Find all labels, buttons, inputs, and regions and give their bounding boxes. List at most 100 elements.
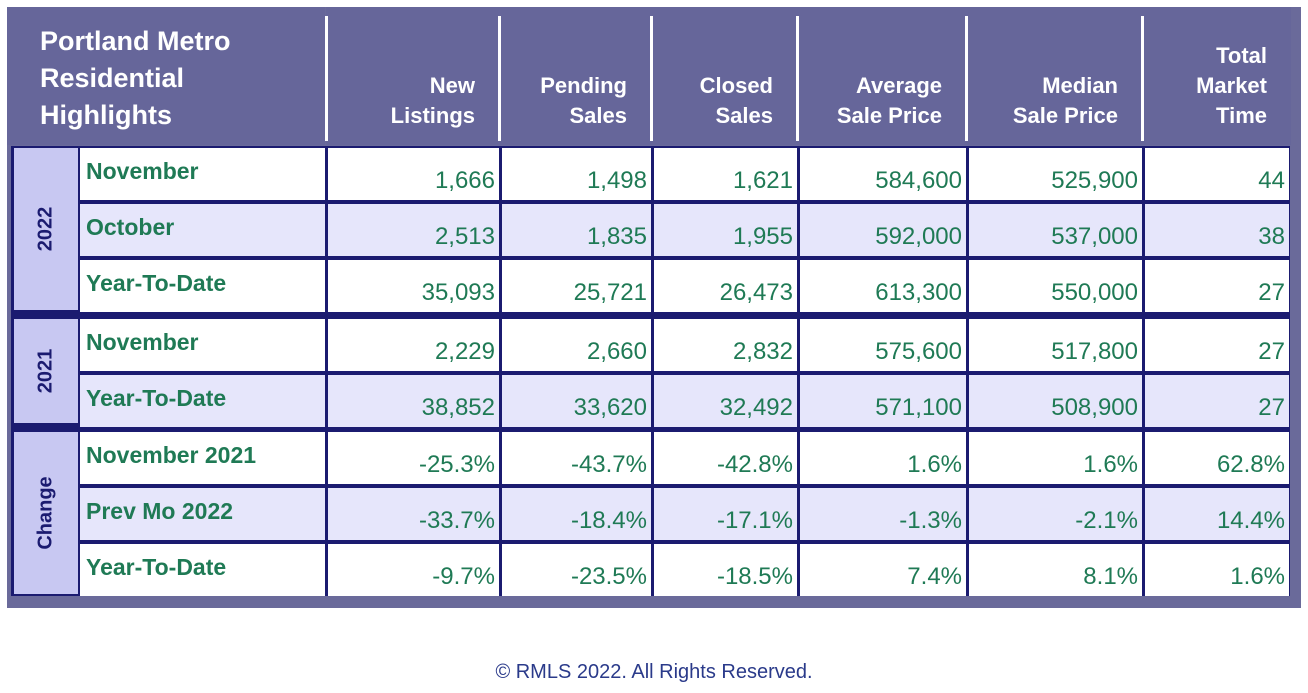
cell-value: -23.5% (570, 563, 647, 590)
cell-median-sale-price (969, 375, 1142, 427)
cell-median-sale-price (969, 319, 1142, 371)
row-label: November (86, 158, 199, 184)
cell-value: 7.4% (907, 563, 962, 590)
cell-value: 550,000 (1051, 279, 1138, 306)
cell-average-sale-price (800, 544, 966, 596)
cell-new-listings (328, 375, 499, 427)
cell-value: 517,800 (1051, 338, 1138, 365)
cell-value: 25,721 (573, 279, 647, 306)
header-divider (796, 16, 799, 141)
cell-closed-sales (654, 432, 797, 484)
group-label: 2022 (34, 206, 57, 252)
cell-pending-sales (502, 375, 651, 427)
header-divider (1141, 16, 1144, 141)
cell-value: 525,900 (1051, 167, 1138, 194)
cell-closed-sales (654, 488, 797, 540)
group-label-cell: 2022 (14, 148, 78, 310)
cell-value: -18.4% (570, 507, 647, 534)
cell-value: 35,093 (421, 279, 495, 306)
cell-value: 8.1% (1083, 563, 1138, 590)
column-header-pending-sales: Pending Sales (500, 7, 653, 145)
cell-pending-sales (502, 544, 651, 596)
cell-value: 27 (1258, 394, 1285, 421)
column-header-label: New Listings (390, 73, 475, 128)
cell-new-listings (328, 260, 499, 312)
cell-value: -43.7% (570, 451, 647, 478)
cell-value: 537,000 (1051, 223, 1138, 250)
column-header-label: Pending Sales (540, 73, 627, 128)
cell-value: -25.3% (418, 451, 495, 478)
column-header-label: Average Sale Price (836, 73, 942, 128)
cell-median-sale-price (969, 204, 1142, 256)
cell-pending-sales (502, 319, 651, 371)
cell-average-sale-price (800, 260, 966, 312)
cell-value: 575,600 (875, 338, 962, 365)
cell-total-market-time (1145, 204, 1289, 256)
cell-average-sale-price (800, 432, 966, 484)
copyright-footer: © RMLS 2022. All Rights Reserved. (495, 661, 813, 683)
cell-new-listings (328, 319, 499, 371)
table-row (80, 260, 325, 312)
cell-value: 27 (1258, 279, 1285, 306)
cell-value: 44 (1258, 167, 1285, 194)
cell-pending-sales (502, 148, 651, 200)
column-header-label: Median Sale Price (1012, 73, 1118, 128)
table-row (80, 319, 325, 371)
cell-median-sale-price (969, 544, 1142, 596)
cell-average-sale-price (800, 204, 966, 256)
cell-value: 1,955 (732, 223, 793, 250)
cell-pending-sales (502, 260, 651, 312)
cell-total-market-time (1145, 148, 1289, 200)
row-label: Year-To-Date (86, 554, 227, 580)
cell-pending-sales (502, 204, 651, 256)
cell-pending-sales (502, 432, 651, 484)
cell-closed-sales (654, 148, 797, 200)
cell-pending-sales (502, 488, 651, 540)
header-divider (498, 16, 501, 141)
group-label-cell: 2021 (14, 319, 78, 423)
row-label: October (86, 214, 175, 240)
cell-total-market-time (1145, 375, 1289, 427)
table-row (80, 544, 325, 596)
cell-value: 1,621 (732, 167, 793, 194)
cell-value: 33,620 (573, 394, 647, 421)
header-divider (650, 16, 653, 141)
cell-closed-sales (654, 375, 797, 427)
cell-value: 2,832 (732, 338, 793, 365)
header-divider (965, 16, 968, 141)
column-header-label: Closed Sales (699, 73, 773, 128)
cell-value: -33.7% (418, 507, 495, 534)
cell-average-sale-price (800, 375, 966, 427)
row-label: November 2021 (86, 442, 257, 468)
table-row (80, 488, 325, 540)
cell-average-sale-price (800, 319, 966, 371)
cell-value: 2,229 (434, 338, 495, 365)
cell-average-sale-price (800, 488, 966, 540)
cell-value: 571,100 (875, 394, 962, 421)
column-header-median-sale-price: Median Sale Price (967, 7, 1144, 145)
cell-value: -9.7% (432, 563, 495, 590)
table-row (80, 148, 325, 200)
cell-value: 1,498 (586, 167, 647, 194)
cell-total-market-time (1145, 432, 1289, 484)
column-header-new-listings: New Listings (326, 7, 501, 145)
cell-value: 584,600 (875, 167, 962, 194)
table-title: Portland Metro Residential Highlights (40, 26, 231, 130)
cell-value: 508,900 (1051, 394, 1138, 421)
cell-value: 1.6% (1083, 451, 1138, 478)
column-header-average-sale-price: Average Sale Price (798, 7, 968, 145)
row-label: November (86, 329, 199, 355)
table-row (80, 375, 325, 427)
cell-value: -17.1% (716, 507, 793, 534)
column-header-label: Total Market Time (1196, 43, 1267, 128)
cell-value: 1.6% (1230, 563, 1285, 590)
column-header-total-market-time: Total Market Time (1143, 7, 1291, 145)
cell-value: 2,660 (586, 338, 647, 365)
cell-total-market-time (1145, 319, 1289, 371)
cell-value: -2.1% (1075, 507, 1138, 534)
cell-value: -18.5% (716, 563, 793, 590)
cell-value: -1.3% (899, 507, 962, 534)
cell-value: 2,513 (434, 223, 495, 250)
cell-new-listings (328, 204, 499, 256)
cell-new-listings (328, 488, 499, 540)
